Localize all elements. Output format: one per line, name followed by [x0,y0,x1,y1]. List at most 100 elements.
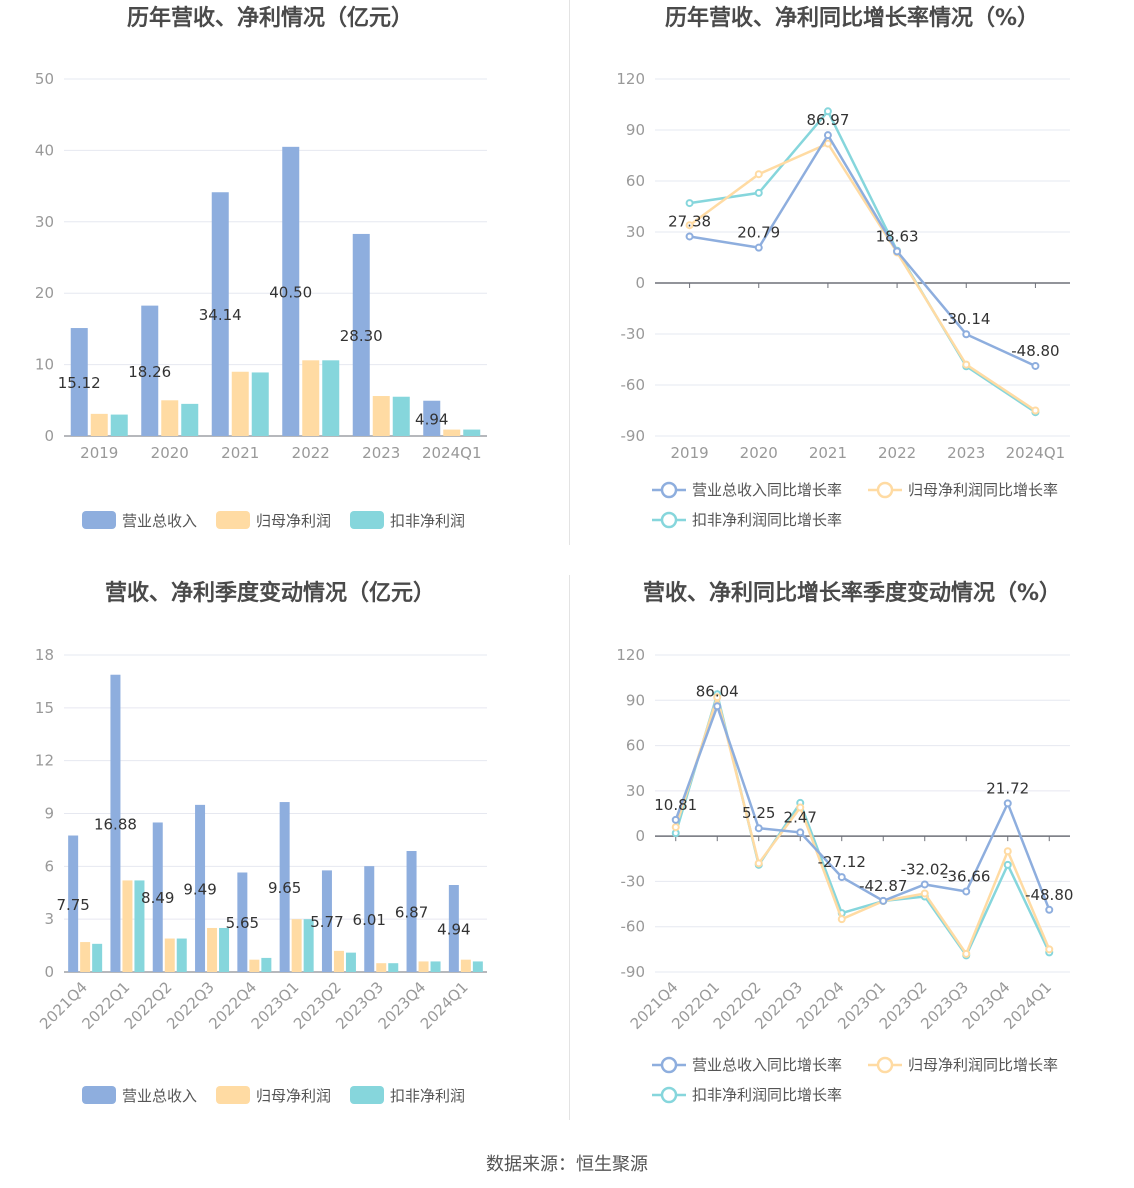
data-point [962,949,971,958]
bar-revenue [110,674,121,972]
legend-label: 营业总收入同比增长率 [692,481,842,499]
y-tick-label: 50 [35,70,54,88]
bar-net-profit [418,961,429,972]
bar-net-profit [302,360,320,436]
bar-revenue [211,192,229,436]
data-point [685,199,694,208]
series-line-net-profit-growth [674,692,1051,957]
point-value-label: -30.14 [942,310,990,328]
bar-deducted-profit [92,943,103,972]
bar-net-profit [231,371,249,436]
data-point [1003,847,1012,856]
bar-revenue [423,400,441,436]
bar-revenue [448,885,459,972]
y-tick-label: -30 [621,872,646,890]
data-point [879,896,888,905]
bar-net-profit [249,959,260,972]
legend-swatch [82,1086,116,1104]
data-point [1031,361,1040,370]
bar-value-label: 9.65 [268,879,301,897]
point-value-label: 86.97 [806,111,849,129]
point-value-label: -32.02 [901,860,949,878]
data-point [713,702,722,711]
data-point [685,221,694,230]
series-line-deducted-profit-growth [689,109,1037,414]
bar-revenue [279,802,290,972]
chart-title: 营收、净利同比增长率季度变动情况（%） [643,580,1061,606]
data-point [920,889,929,898]
x-tick-label: 2020 [151,444,189,462]
x-tick-label: 2021 [809,444,847,462]
bar-value-label: 6.87 [395,904,428,922]
bar-deducted-profit [181,403,199,436]
bar-value-label: 5.77 [310,913,343,931]
legend-marker [876,481,894,499]
data-point [920,880,929,889]
vertical-divider-bottom [569,575,570,1120]
data-point [754,188,763,197]
bar-net-profit [376,963,387,972]
data-point [837,915,846,924]
data-point [1031,406,1040,415]
x-tick-label: 2023 [947,444,985,462]
bar-revenue [406,851,417,972]
y-tick-label: 40 [35,141,54,159]
y-tick-label: -90 [621,963,646,981]
bar-deducted-profit [392,396,410,436]
y-tick-label: -90 [621,427,646,445]
point-value-label: 20.79 [737,224,780,242]
y-tick-label: 0 [635,827,645,845]
bar-net-profit [207,927,218,972]
point-value-label: 10.81 [654,796,697,814]
legend-marker [876,1056,894,1074]
legend-swatch [350,511,384,529]
bar-deducted-profit [261,957,272,972]
legend-label: 扣非净利润 [390,1087,465,1105]
bar-net-profit [80,942,91,972]
data-point [796,828,805,837]
data-point [754,243,763,252]
legend-marker [660,1056,678,1074]
y-tick-label: 30 [626,223,645,241]
bar-net-profit [443,429,461,436]
y-tick-label: 6 [44,857,54,875]
data-point [893,247,902,256]
bar-value-label: 34.14 [199,306,242,324]
y-tick-label: 18 [35,646,54,664]
bar-revenue [152,822,163,972]
x-tick-label: 2024Q1 [1006,444,1066,462]
data-point [796,803,805,812]
legend-swatch [216,1086,250,1104]
bar-revenue [68,835,79,972]
chart-panel-annual-revenue-profit: 历年营收、净利情况（亿元） 0 10 20 30 40 50 15.12 18.26 34.14 4… [0,0,569,560]
legend-label: 归母净利润 [256,512,331,530]
legend-label: 归母净利润 [256,1087,331,1105]
data-point [1003,799,1012,808]
bar-revenue [195,804,206,972]
x-tick-label: 2022 [292,444,330,462]
quarterly-growth-line-chart: 营收、净利同比增长率季度变动情况（%） -90 -60 -30 0 30 60 90 120 10… [616,580,1073,1104]
y-tick-label: 60 [626,737,645,755]
bar-revenue [237,872,248,972]
data-point [754,859,763,868]
legend-label: 归母净利润同比增长率 [908,1056,1058,1074]
bar-value-label: 9.49 [183,880,216,898]
bar-net-profit [122,880,133,972]
bar-deducted-profit [345,952,356,972]
chart-panel-quarterly-revenue-profit: 营收、净利季度变动情况（亿元） 0 3 6 9 12 15 18 7.75 16.88 8.49 9.… [0,575,569,1135]
bar-net-profit [372,396,390,436]
point-value-label: -48.80 [1025,886,1073,904]
x-tick-label: 2022 [878,444,916,462]
bar-deducted-profit [219,927,230,972]
point-value-label: -48.80 [1011,342,1059,360]
vertical-divider-top [569,0,570,545]
series-line-deducted-profit-growth [674,689,1051,958]
bar-revenue [70,328,88,436]
legend-marker [660,1086,678,1104]
bar-value-label: 4.94 [415,410,448,428]
x-tick-label: 2019 [670,444,708,462]
bar-revenue [364,866,375,972]
chart-title: 历年营收、净利情况（亿元） [127,5,413,31]
bar-deducted-profit [463,429,481,436]
legend-label: 扣非净利润同比增长率 [692,1086,842,1104]
